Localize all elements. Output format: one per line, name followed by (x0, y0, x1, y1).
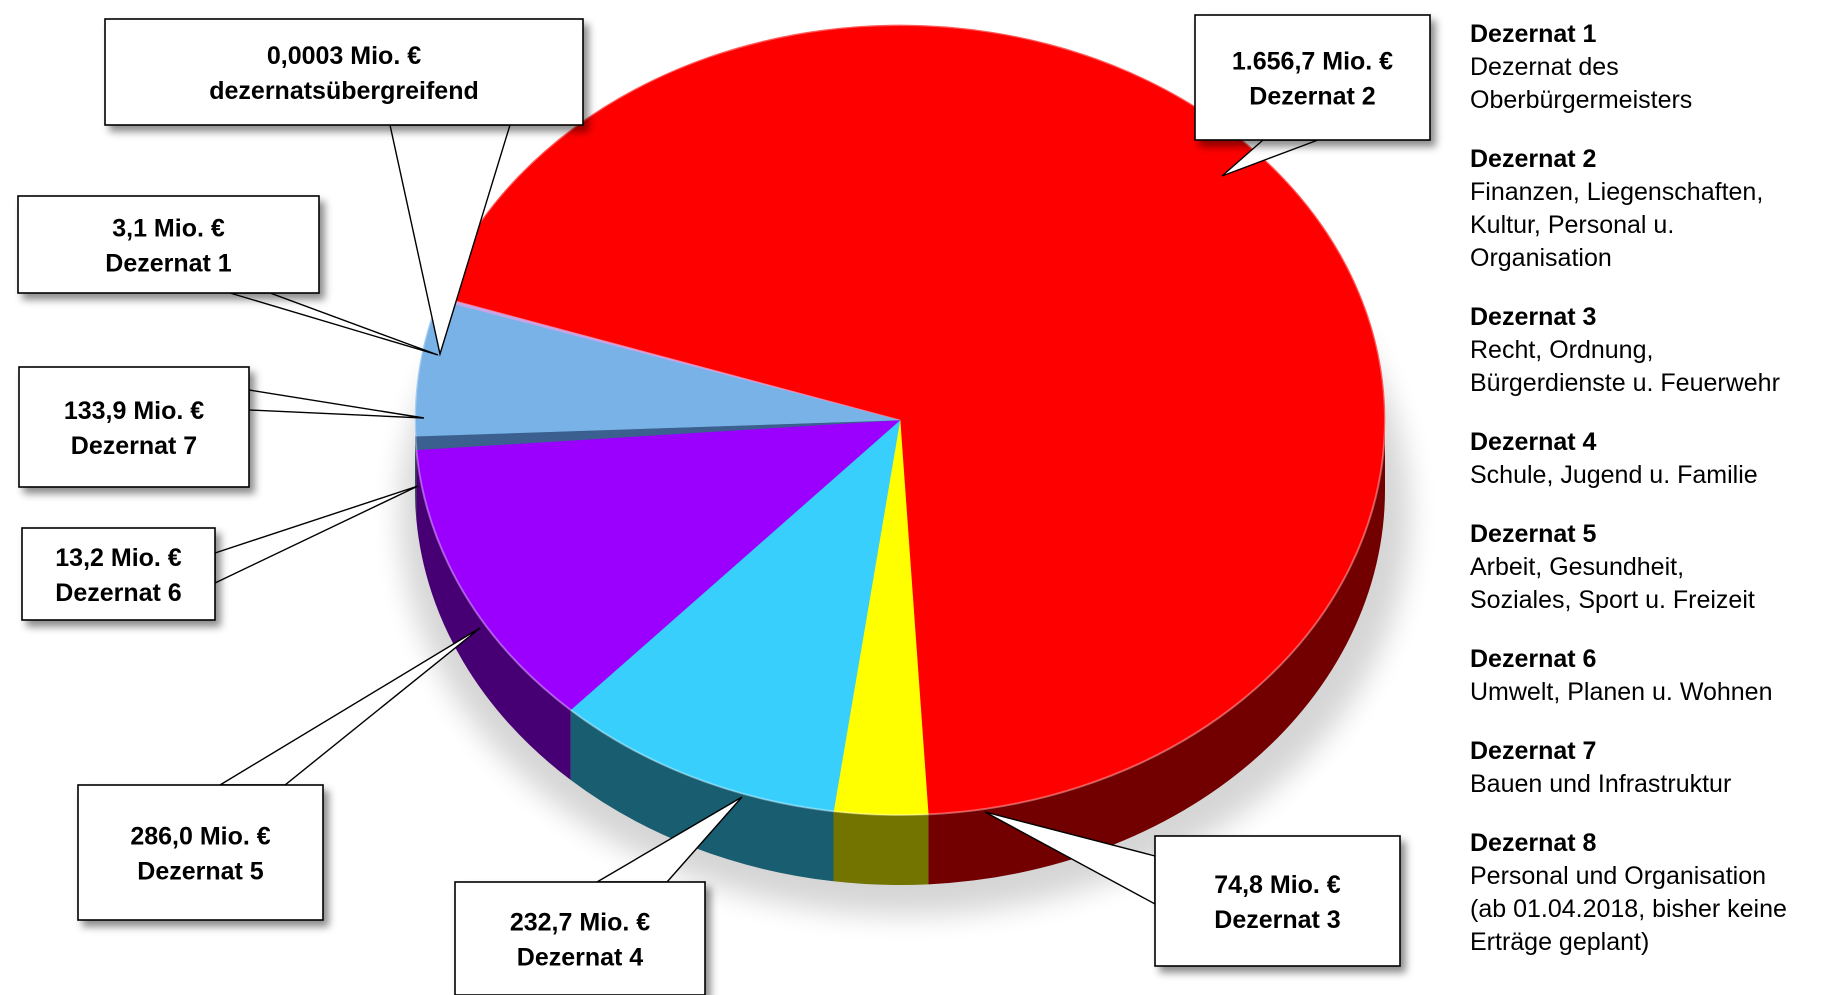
callout-box-dezernat-3 (1154, 835, 1401, 967)
callout-dezernats-bergreifend: 0,0003 Mio. € dezernatsübergreifend (104, 18, 584, 126)
legend-entry-dezernat-7: Dezernat 7 Bauen und Infrastruktur (1470, 735, 1840, 801)
legend-description: Schule, Jugend u. Familie (1470, 461, 1758, 489)
legend-title: Dezernat 8 (1470, 829, 1597, 857)
legend-entry-dezernat-3: Dezernat 3 Recht, Ordnung, Bürgerdienste … (1470, 301, 1840, 400)
callout-box-dezernat-5 (77, 784, 324, 921)
legend-title: Dezernat 6 (1470, 645, 1597, 673)
legend-description: Personal und Organisation (ab 01.04.2018… (1470, 862, 1787, 956)
data-label-name-dezernat-1: Dezernat 1 (105, 250, 232, 278)
legend-title: Dezernat 3 (1470, 303, 1597, 331)
legend-description: Dezernat des Oberbürgermeisters (1470, 53, 1693, 114)
legend-entry-dezernat-6: Dezernat 6 Umwelt, Planen u. Wohnen (1470, 643, 1840, 709)
pie-side-dezernat-5 (416, 449, 571, 780)
callout-box-dezernat-6 (21, 527, 216, 621)
data-label-value-dezernat-1: 3,1 Mio. € (112, 215, 225, 243)
legend-entry-dezernat-2: Dezernat 2 Finanzen, Liegenschaften, Kult… (1470, 143, 1840, 275)
callout-box-dezernat-1 (17, 195, 320, 294)
pie-sides (415, 420, 1385, 886)
callout-dezernat-6: 13,2 Mio. € Dezernat 6 (21, 527, 216, 621)
pie-side-dezernat-2 (928, 420, 1385, 885)
data-label-value-dezernat-7: 133,9 Mio. € (64, 397, 204, 425)
data-label-value-dezernat-2: 1.656,7 Mio. € (1232, 48, 1393, 76)
callout-pointer-dezernat-1 (229, 292, 439, 356)
callout-dezernat-7: 133,9 Mio. € Dezernat 7 (18, 366, 250, 488)
pie-side-dezernat-6 (415, 436, 417, 520)
legend-entry-dezernat-5: Dezernat 5 Arbeit, Gesundheit, Soziales, … (1470, 518, 1840, 617)
callout-pointer-dezernat-5 (217, 627, 481, 786)
legend-entry-dezernat-8: Dezernat 8 Personal und Organisation (ab … (1470, 827, 1840, 959)
data-label-value-dezernat-5: 286,0 Mio. € (130, 823, 270, 851)
data-label-name-dezernat-6: Dezernat 6 (55, 579, 181, 607)
legend-title: Dezernat 5 (1470, 520, 1597, 548)
pie-slice-dezernat-5 (416, 419, 901, 711)
data-label-name-dezernat-7: Dezernat 7 (71, 432, 197, 460)
pie-rim (414, 24, 1386, 816)
callout-dezernat-5: 286,0 Mio. € Dezernat 5 (77, 784, 324, 921)
callout-dezernat-4: 232,7 Mio. € Dezernat 4 (454, 881, 706, 995)
legend-entry-dezernat-1: Dezernat 1 Dezernat des Oberbürgermeister… (1470, 18, 1840, 117)
callouts: 1.656,7 Mio. € Dezernat 2 74,8 Mio. € Dezer… (17, 14, 1431, 995)
callout-pointer-dezernat-6 (214, 485, 419, 585)
legend-title: Dezernat 2 (1470, 145, 1597, 173)
legend: Dezernat 1 Dezernat des Oberbürgermeister… (1470, 18, 1840, 985)
pie-side-dezernat-3 (833, 811, 929, 886)
data-label-name-dezernat-3: Dezernat 3 (1214, 906, 1340, 934)
data-label-name-dezernat-5: Dezernat 5 (137, 858, 264, 886)
legend-description: Umwelt, Planen u. Wohnen (1470, 678, 1773, 706)
data-label-name-dezernat-2: Dezernat 2 (1249, 83, 1375, 111)
pie-tops (414, 24, 1386, 816)
pie-chart: 1.656,7 Mio. € Dezernat 2 74,8 Mio. € Dezer… (17, 14, 1431, 995)
data-label-value-dezernat-6: 13,2 Mio. € (55, 544, 182, 572)
callout-dezernat-3: 74,8 Mio. € Dezernat 3 (1154, 835, 1401, 967)
legend-title: Dezernat 1 (1470, 20, 1597, 48)
callout-box-dezernat-7 (18, 366, 250, 488)
legend-description: Finanzen, Liegenschaften, Kultur, Person… (1470, 178, 1764, 272)
callout-box-dezernats-bergreifend (104, 18, 584, 126)
callout-box-dezernat-2 (1194, 14, 1431, 141)
callout-pointer-dezernat-7 (248, 389, 425, 419)
data-label-value-dezernat-3: 74,8 Mio. € (1214, 871, 1341, 899)
legend-title: Dezernat 4 (1470, 428, 1597, 456)
callout-box-dezernat-4 (454, 881, 706, 995)
pie-slice-dezernat-4 (570, 419, 901, 812)
data-label-value-dezernats-bergreifend: 0,0003 Mio. € (267, 42, 421, 70)
legend-description: Bauen und Infrastruktur (1470, 770, 1732, 798)
data-label-name-dezernat-4: Dezernat 4 (517, 944, 644, 972)
pie-side-dezernat-4 (570, 709, 834, 882)
data-label-value-dezernat-4: 232,7 Mio. € (510, 909, 650, 937)
callout-leaders (214, 124, 1319, 906)
legend-description: Recht, Ordnung, Bürgerdienste u. Feuerwe… (1470, 336, 1780, 397)
pie-slice-dezernat-2 (438, 24, 1386, 815)
callout-dezernat-1: 3,1 Mio. € Dezernat 1 (17, 195, 320, 294)
legend-description: Arbeit, Gesundheit, Soziales, Sport u. F… (1470, 553, 1755, 614)
legend-title: Dezernat 7 (1470, 737, 1597, 765)
data-label-name-dezernats-bergreifend: dezernatsübergreifend (209, 77, 479, 105)
legend-entry-dezernat-4: Dezernat 4 Schule, Jugend u. Familie (1470, 426, 1840, 492)
callout-dezernat-2: 1.656,7 Mio. € Dezernat 2 (1194, 14, 1431, 141)
